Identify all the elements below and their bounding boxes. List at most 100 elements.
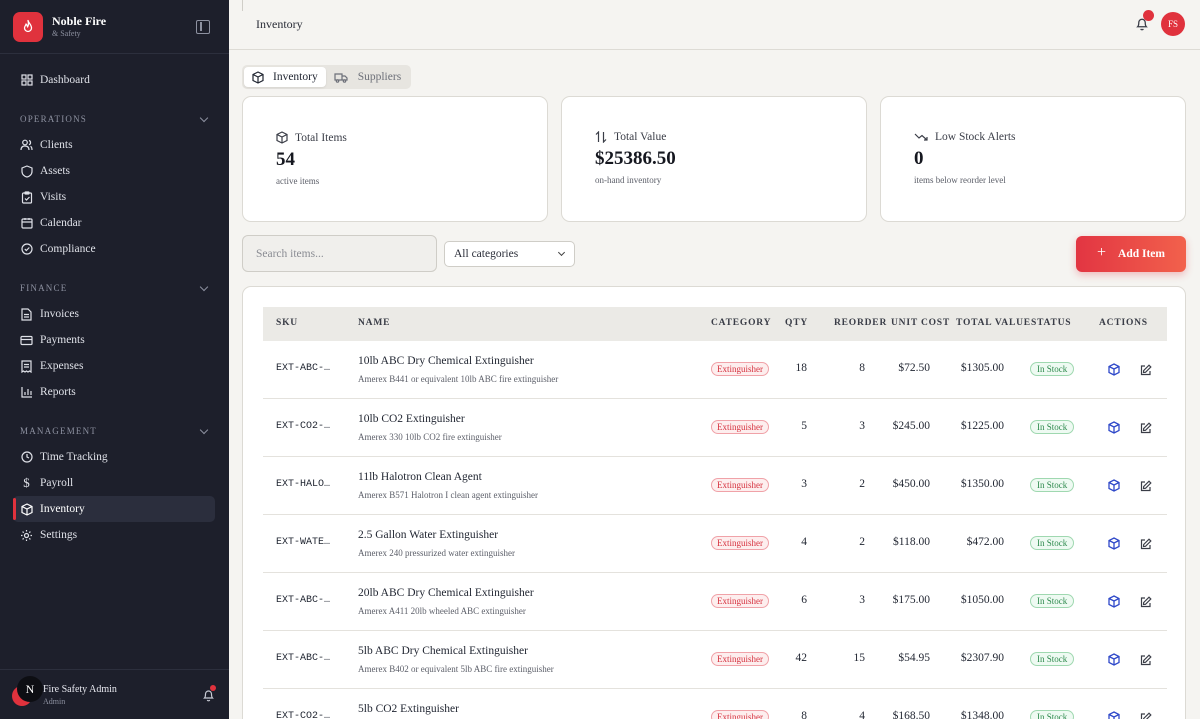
chevron-down-icon [557, 248, 566, 257]
package-icon[interactable] [1108, 479, 1120, 497]
item-name: 11lb Halotron Clean Agent [358, 471, 482, 483]
user-profile[interactable]: N Fire Safety Admin Admin [0, 669, 229, 719]
section-label: FINANCE [20, 283, 68, 293]
avatar[interactable]: FS [1161, 12, 1185, 36]
column-header: CATEGORY [711, 318, 772, 328]
brand: Noble Fire & Safety [0, 0, 229, 54]
nav-compliance[interactable]: Compliance [0, 236, 215, 262]
bell-icon[interactable] [202, 685, 216, 707]
total-value-cell: $1050.00 [960, 594, 1004, 606]
nav-label: Assets [40, 165, 71, 177]
tab-label: Suppliers [357, 71, 402, 83]
column-header: ACTIONS [1099, 318, 1148, 328]
sku-cell: EXT-HALO… [276, 479, 331, 490]
package-icon[interactable] [1108, 653, 1120, 671]
sku-cell: EXT-WATE… [276, 537, 331, 548]
nav-payments[interactable]: Payments [0, 327, 215, 353]
search-input[interactable] [242, 235, 437, 272]
inventory-table: SKU NAME CATEGORY QTY REORDER UNIT COST … [242, 286, 1186, 719]
nav-label: Compliance [40, 243, 96, 255]
edit-icon[interactable] [1140, 421, 1152, 439]
tab-inventory[interactable]: Inventory [244, 67, 326, 87]
nav-inventory[interactable]: Inventory [13, 496, 215, 522]
file-text-icon [20, 307, 33, 321]
nav-expenses[interactable]: Expenses [0, 353, 215, 379]
nav-clients[interactable]: Clients [0, 132, 215, 158]
qty-cell: 5 [801, 420, 807, 432]
table-row[interactable]: EXT-HALO… 11lb Halotron Clean Agent Amerex… [263, 457, 1167, 515]
table-row[interactable]: EXT-ABC-… 5lb ABC Dry Chemical Extinguish… [263, 631, 1167, 689]
total-value-cell: $2307.90 [960, 652, 1004, 664]
item-name: 5lb CO2 Extinguisher [358, 703, 459, 715]
section-operations[interactable]: OPERATIONS [0, 106, 229, 132]
package-icon[interactable] [1108, 711, 1120, 719]
package-icon[interactable] [1108, 421, 1120, 439]
package-icon[interactable] [1108, 363, 1120, 381]
category-select[interactable]: All categories [444, 241, 575, 267]
bell-icon[interactable] [1135, 10, 1154, 36]
nav-invoices[interactable]: Invoices [0, 301, 215, 327]
chevron-down-icon [199, 425, 209, 434]
reorder-cell: 3 [859, 594, 865, 606]
reorder-cell: 3 [859, 420, 865, 432]
clipboard-check-icon [20, 190, 33, 204]
stat-label: Low Stock Alerts [935, 131, 1016, 143]
tab-suppliers[interactable]: Suppliers [326, 67, 409, 87]
calendar-icon [20, 217, 33, 230]
status-badge: In Stock [1030, 652, 1075, 666]
avatar: N [17, 676, 43, 702]
stat-value: $25386.50 [595, 148, 676, 169]
nav-visits[interactable]: Visits [0, 184, 215, 210]
table-row[interactable]: EXT-CO2-… 5lb CO2 Extinguisher Extinguishe… [263, 689, 1167, 719]
stat-value: 54 [276, 149, 295, 170]
table-header: SKU NAME CATEGORY QTY REORDER UNIT COST … [263, 307, 1167, 341]
nav-settings[interactable]: Settings [0, 522, 215, 548]
nav-label: Payroll [40, 477, 74, 489]
table-row[interactable]: EXT-ABC-… 10lb ABC Dry Chemical Extinguis… [263, 341, 1167, 399]
stat-label: Total Items [295, 131, 347, 144]
edit-icon[interactable] [1140, 595, 1152, 613]
column-header: STATUS [1031, 318, 1072, 328]
edit-icon[interactable] [1140, 711, 1152, 719]
package-icon [276, 131, 288, 144]
nav-calendar[interactable]: Calendar [0, 210, 215, 236]
total-value-cell: $1225.00 [960, 420, 1004, 432]
edit-icon[interactable] [1140, 653, 1152, 671]
nav-dashboard[interactable]: Dashboard [0, 67, 215, 93]
section-label: MANAGEMENT [20, 426, 97, 436]
select-value: All categories [454, 248, 519, 260]
chevron-down-icon [199, 113, 209, 122]
edit-icon[interactable] [1140, 479, 1152, 497]
section-management[interactable]: MANAGEMENT [0, 418, 229, 444]
reorder-cell: 8 [859, 362, 865, 374]
arrows-up-down-icon [595, 131, 607, 143]
stat-subtitle: active items [276, 176, 320, 186]
reorder-cell: 2 [859, 536, 865, 548]
edit-icon[interactable] [1140, 537, 1152, 555]
nav-assets[interactable]: Assets [0, 158, 215, 184]
package-icon[interactable] [1108, 595, 1120, 613]
column-header: REORDER [834, 318, 888, 328]
add-item-button[interactable]: + Add Item [1076, 236, 1186, 272]
category-badge: Extinguisher [711, 478, 769, 492]
item-description: Amerex A411 20lb wheeled ABC extinguishe… [358, 606, 526, 616]
status-badge: In Stock [1030, 362, 1075, 376]
table-row[interactable]: EXT-WATE… 2.5 Gallon Water Extinguisher Am… [263, 515, 1167, 573]
item-description: Amerex B402 or equivalent 5lb ABC fire e… [358, 664, 554, 674]
tab-bar: Inventory Suppliers [242, 65, 412, 89]
table-row[interactable]: EXT-CO2-… 10lb CO2 Extinguisher Amerex 330… [263, 399, 1167, 457]
item-description: Amerex 240 pressurized water extinguishe… [358, 548, 515, 558]
nav-reports[interactable]: Reports [0, 379, 215, 405]
section-finance[interactable]: FINANCE [0, 275, 229, 301]
page-title: Inventory [256, 17, 303, 31]
nav-time-tracking[interactable]: Time Tracking [0, 444, 215, 470]
gear-icon [20, 529, 33, 542]
nav-payroll[interactable]: $ Payroll [0, 470, 215, 496]
collapse-sidebar-icon[interactable] [196, 19, 210, 34]
edit-icon[interactable] [1140, 363, 1152, 381]
table-row[interactable]: EXT-ABC-… 20lb ABC Dry Chemical Extinguis… [263, 573, 1167, 631]
column-header: UNIT COST [891, 318, 951, 328]
package-icon[interactable] [1108, 537, 1120, 555]
tab-label: Inventory [273, 71, 318, 83]
stat-card-low-stock: Low Stock Alerts 0 items below reorder l… [880, 96, 1186, 222]
